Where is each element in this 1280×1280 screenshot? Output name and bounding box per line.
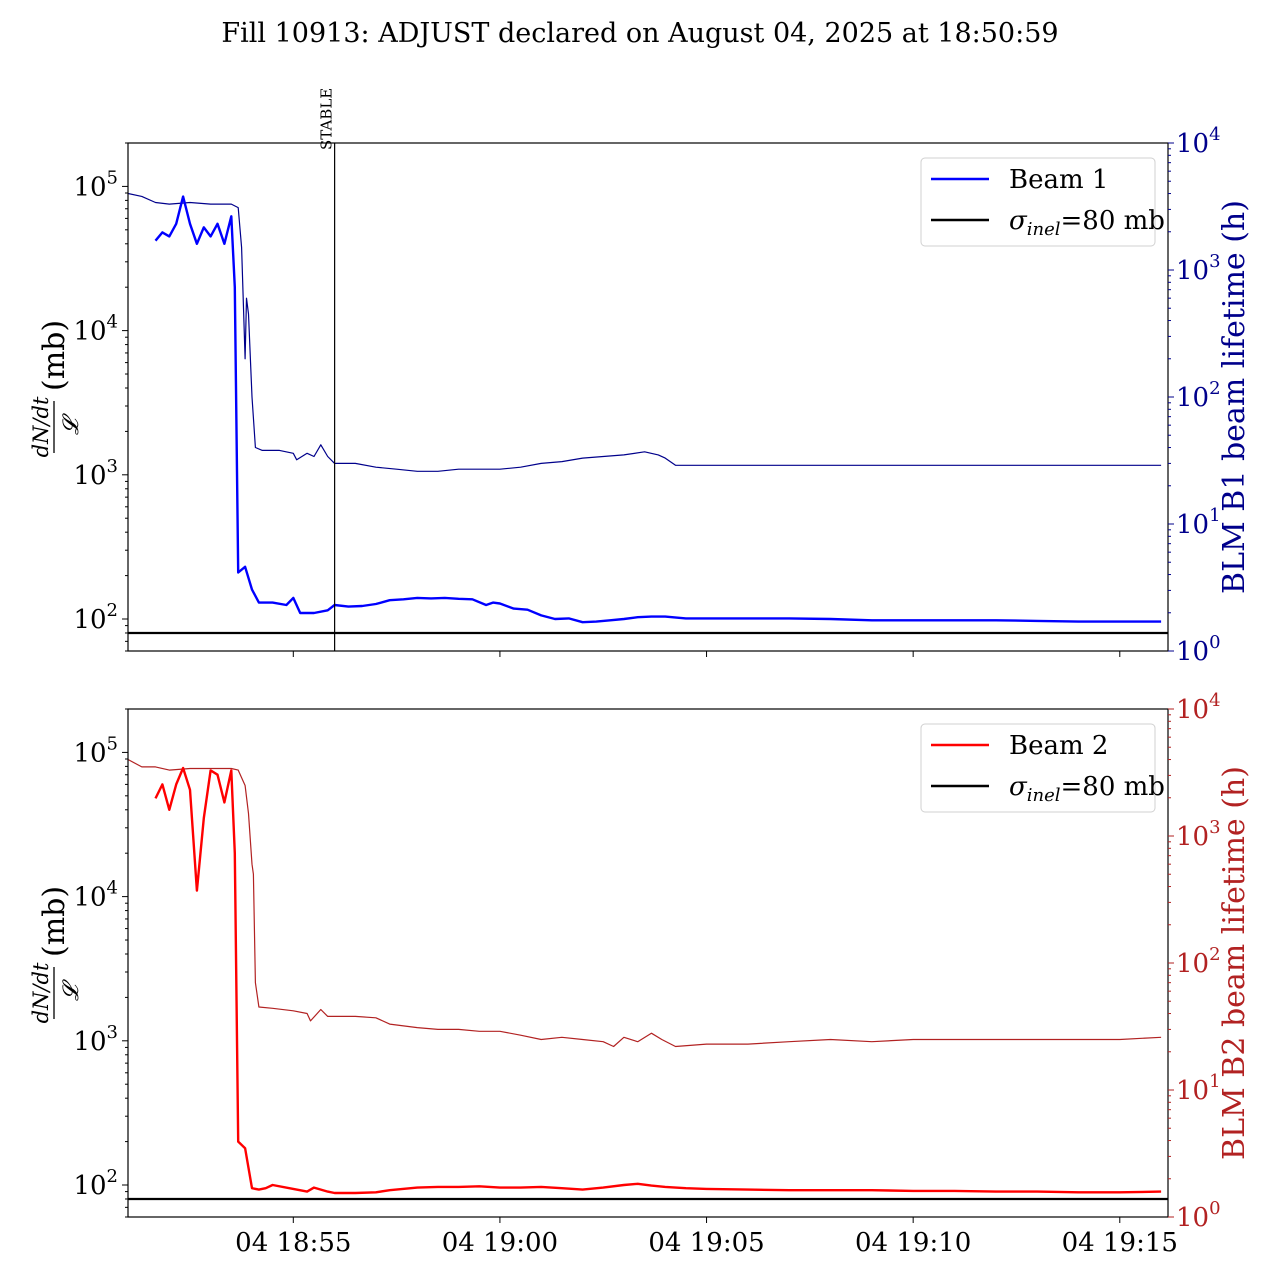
y-left-axis-label: dN/dt 𝓛 (mb)	[29, 320, 84, 457]
y-left-tick-label: 105	[73, 167, 118, 202]
y-left-tick-label: 102	[73, 1166, 118, 1201]
y-right-tick-label: 101	[1176, 505, 1221, 540]
y-left-tick-label: 104	[73, 312, 118, 347]
y-left-tick-label: 105	[73, 733, 118, 768]
x-tick-label: 04 19:15	[1062, 1228, 1178, 1258]
y-left-tick-label: 103	[73, 456, 118, 491]
y-right-tick-label: 104	[1176, 690, 1221, 725]
y-left-label-denominator: 𝓛	[59, 979, 84, 1001]
y-left-label-unit: (mb)	[37, 320, 72, 391]
panel-bottom: 04 18:55 04 19:00 04 19:05 04 19:10 04 19:15…	[29, 690, 1252, 1258]
x-tick-label: 04 19:05	[648, 1228, 764, 1258]
y-right-tick-label: 102	[1176, 378, 1221, 413]
y-right-tick-label: 104	[1176, 124, 1221, 159]
y-left-tick-label: 104	[73, 878, 118, 913]
legend-label: Beam 1	[1009, 165, 1108, 195]
y-right-axis-label: BLM B2 beam lifetime (h)	[1217, 766, 1252, 1160]
x-tick-label: 04 18:55	[235, 1228, 351, 1258]
series-line-beam-1	[154, 195, 1162, 624]
y-left-label-unit: (mb)	[37, 886, 72, 957]
y-right-tick-label: 103	[1176, 817, 1221, 852]
y-left-label-numerator: dN/dt	[29, 396, 53, 457]
x-tick-label: 04 19:10	[855, 1228, 971, 1258]
y-left-tick-label: 103	[73, 1022, 118, 1057]
series-line-blm-b2-beam-lifetime	[128, 758, 1162, 1048]
legend-label: σinel=80 mb	[1009, 772, 1165, 806]
y-right-tick-label: 100	[1176, 632, 1221, 667]
legend: Beam 2 σinel=80 mb	[920, 723, 1165, 813]
series-line-beam-2	[154, 766, 1162, 1195]
y-right-tick-label: 102	[1176, 944, 1221, 979]
stable-marker-label: STABLE	[318, 88, 336, 150]
plot-area	[128, 758, 1168, 1201]
x-tick-label: 04 19:00	[442, 1228, 558, 1258]
legend-label: σinel=80 mb	[1009, 206, 1165, 240]
y-right-axis-label: BLM B1 beam lifetime (h)	[1217, 200, 1252, 594]
figure-title: Fill 10913: ADJUST declared on August 04…	[221, 18, 1059, 49]
y-right-tick-label: 101	[1176, 1071, 1221, 1106]
y-left-label-numerator: dN/dt	[29, 962, 53, 1023]
plot-area	[128, 192, 1168, 635]
legend: Beam 1 σinel=80 mb	[920, 157, 1165, 247]
series-line-blm-b1-beam-lifetime	[128, 192, 1162, 472]
y-right-tick-label: 103	[1176, 251, 1221, 286]
legend-label: Beam 2	[1009, 731, 1108, 761]
panel-top: STABLE 102 103 104 105 100 101 102 103 104 dN/dt 𝓛 (…	[29, 88, 1252, 667]
y-left-tick-label: 102	[73, 600, 118, 635]
y-right-tick-label: 100	[1176, 1198, 1221, 1233]
y-left-label-denominator: 𝓛	[59, 413, 84, 435]
